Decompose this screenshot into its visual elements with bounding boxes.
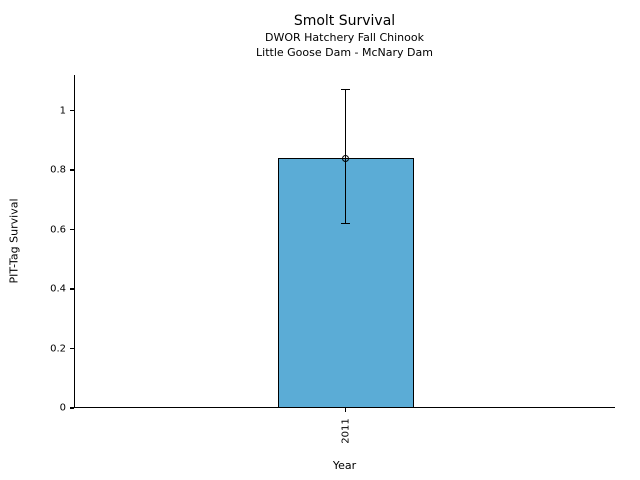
y-tick-label: 1 (59, 105, 66, 117)
x-axis-label: Year (332, 459, 357, 472)
y-tick-label: 0.2 (50, 343, 66, 355)
y-tick-mark (70, 407, 74, 409)
y-tick-mark (70, 169, 74, 171)
title-block: Smolt Survival DWOR Hatchery Fall Chinoo… (74, 12, 615, 60)
y-tick-mark (70, 347, 74, 350)
chart-subtitle-line1: DWOR Hatchery Fall Chinook (265, 31, 424, 44)
error-bar-cap-top (341, 89, 350, 91)
x-tick-label: 2011 (340, 418, 351, 444)
data-point-marker (342, 154, 349, 162)
plot-area: 0 0.2 0.4 0.6 0.8 1 2011 (50, 75, 615, 444)
y-tick-mark (70, 110, 74, 112)
chart-subtitle-line2: Little Goose Dam - McNary Dam (256, 46, 433, 59)
y-tick-mark (70, 288, 74, 290)
y-tick-label: 0 (59, 402, 66, 414)
error-bar-cap-bottom (341, 223, 350, 225)
chart-title: Smolt Survival (293, 13, 396, 29)
y-tick-mark (70, 228, 74, 231)
y-tick-label: 0.4 (50, 283, 66, 295)
x-tick-mark (344, 408, 347, 413)
y-axis-label: PIT-Tag Survival (7, 198, 21, 284)
y-tick-label: 0.8 (50, 164, 66, 176)
y-tick-label: 0.6 (50, 224, 66, 236)
